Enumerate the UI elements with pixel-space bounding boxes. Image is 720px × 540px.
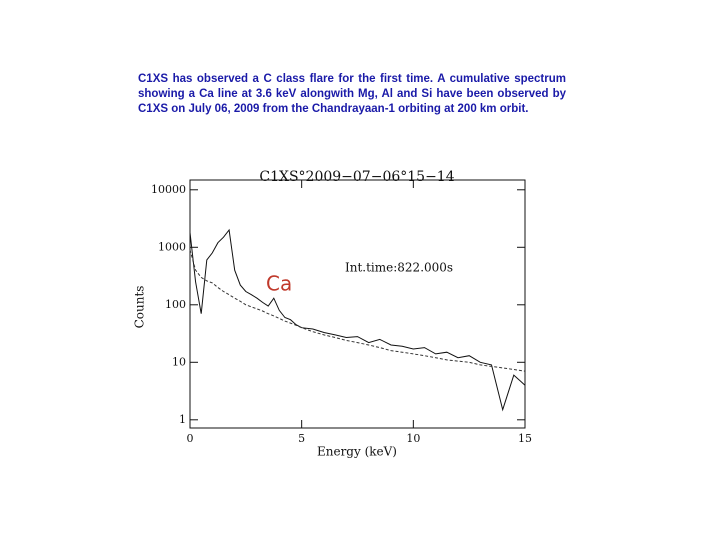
y-tick-label: 1000 xyxy=(158,240,186,253)
chart-title: C1XS°2009−07−06°15−14 xyxy=(259,169,454,185)
y-tick-label: 10 xyxy=(172,355,186,368)
y-tick-label: 10000 xyxy=(151,183,186,196)
x-tick-label: 15 xyxy=(518,432,532,445)
x-tick-label: 10 xyxy=(406,432,420,445)
series-line xyxy=(189,249,526,372)
x-tick-label: 5 xyxy=(298,432,305,445)
annotation: Ca xyxy=(266,272,292,296)
annotation: Int.time:822.000s xyxy=(345,261,453,275)
y-tick-label: 100 xyxy=(165,298,186,311)
x-axis-label: Energy (keV) xyxy=(317,445,397,459)
intro-text: C1XS has observed a C class flare for th… xyxy=(138,73,566,115)
x-tick-label: 0 xyxy=(187,432,194,445)
y-tick-label: 1 xyxy=(179,413,186,426)
series-line xyxy=(189,228,526,412)
y-axis-label: Counts xyxy=(133,286,147,329)
plot-frame xyxy=(189,179,526,429)
